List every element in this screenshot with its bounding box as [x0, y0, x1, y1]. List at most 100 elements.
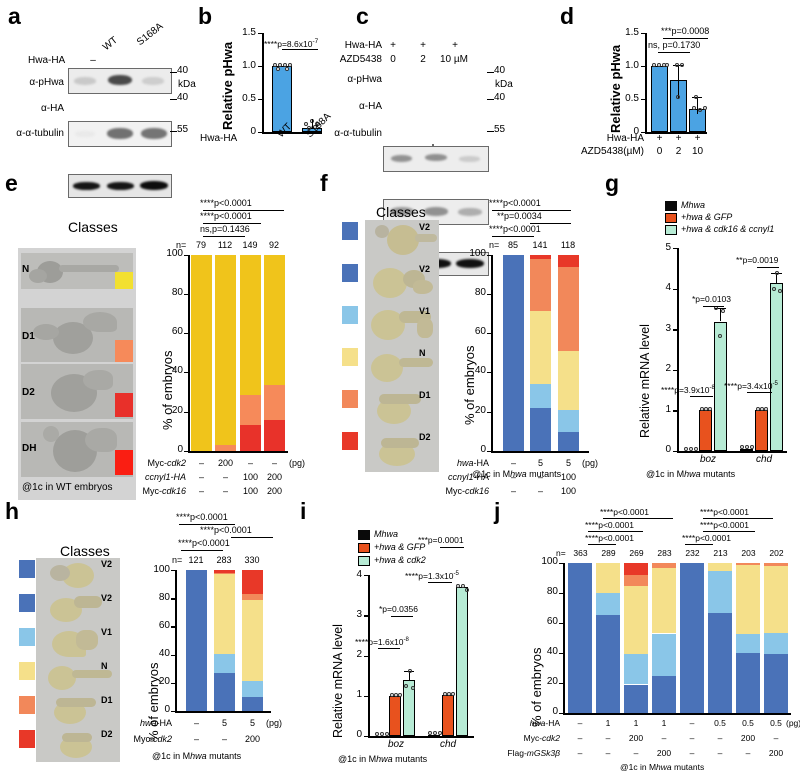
- panel-j-sig-right-bar-3: [685, 544, 713, 546]
- panel-g-legend-label-2: +hwa & GFP: [681, 212, 733, 222]
- panel-e-row-label-1: Myc-cdk2: [147, 458, 186, 468]
- panel-e-ytick-100: 100: [166, 248, 183, 259]
- panel-e-r3-v2: –: [222, 486, 228, 496]
- panel-b-x-axis: [262, 132, 322, 134]
- panel-a-label: a: [8, 3, 21, 29]
- panel-e-bar-4: [264, 255, 285, 451]
- panel-f-r2-v3: 100: [560, 472, 577, 482]
- panel-i-cat-boz: boz: [387, 739, 405, 750]
- panel-g-y-axis: [677, 248, 679, 451]
- panel-d-r2-v3: 10: [691, 146, 704, 157]
- panel-b-tick-2: [258, 66, 262, 68]
- panel-f-sig-3: ****p<0.0001: [489, 224, 541, 234]
- panel-f-unit: (pg): [582, 458, 599, 468]
- panel-i-ylabel: Relative mRNA level: [331, 624, 345, 738]
- panel-e-class-label-D2: D2: [22, 387, 35, 398]
- panel-i-bar-boz-mhwa: [375, 735, 387, 738]
- panel-i-legend-label-1: Mhwa: [374, 529, 399, 539]
- panel-b-ytick-0: 0: [250, 126, 256, 137]
- panel-i-ytick-2: 2: [356, 649, 362, 660]
- panel-f-class-color-3: [342, 306, 358, 324]
- panel-f-class-label-5: D1: [419, 390, 431, 400]
- panel-e-ylabel: % of embryos: [160, 350, 175, 430]
- panel-f-n-2: 141: [532, 240, 548, 250]
- panel-f-class-label-3: V1: [419, 306, 431, 316]
- panel-f-class-color-1: [342, 222, 358, 240]
- panel-j-bar-7: [736, 563, 760, 713]
- panel-f-class-label-4: N: [419, 348, 426, 358]
- panel-g-legend-label-1: Mhwa: [681, 200, 706, 210]
- panel-e-bar-2: [215, 255, 236, 451]
- panel-f-ytick-0: 0: [480, 444, 486, 455]
- panel-h-class-color-3: [19, 628, 35, 646]
- panel-g-ylabel: Relative mRNA level: [638, 324, 652, 438]
- panel-h-ytick-100: 100: [153, 564, 170, 575]
- panel-h-ytick-80: 80: [158, 592, 170, 603]
- panel-h-label: h: [5, 498, 20, 524]
- panel-e-embryo-D1: [21, 308, 133, 362]
- panel-a-mw-2: 40: [177, 92, 189, 103]
- panel-g-ytick-4: 4: [665, 282, 671, 293]
- panel-e-class-color-N: [115, 272, 133, 289]
- panel-c-mw-2: 40: [494, 92, 506, 103]
- panel-g-anno-1: ****p=3.9x10-8: [661, 384, 715, 395]
- panel-j-r2-v7: 200: [740, 733, 756, 743]
- panel-c-r2-v3: 10 µM: [440, 54, 468, 65]
- panel-j-ytick-40: 40: [546, 646, 558, 657]
- panel-c-tick-2: [487, 99, 494, 100]
- panel-e-r2-v4: 200: [266, 472, 283, 482]
- panel-h-n-3: 330: [244, 555, 260, 565]
- panel-h-class-label-1: V2: [101, 559, 113, 569]
- panel-b-bar-wt: [272, 66, 292, 132]
- panel-h-embryo-3: [36, 626, 120, 660]
- panel-h-embryo-5: [36, 694, 120, 728]
- panel-h-class-label-4: N: [101, 661, 108, 671]
- panel-c-mw-1: 40: [494, 65, 506, 76]
- panel-c-blot-label-2: α-HA: [358, 101, 382, 112]
- panel-e-n-1: 79: [195, 240, 206, 250]
- panel-f-embryo-4: [365, 346, 439, 388]
- panel-f-sig-2: **p=0.0034: [497, 211, 542, 221]
- panel-i-bar-chd-gfp: [442, 695, 454, 736]
- panel-d-r1-v3: +: [694, 133, 701, 144]
- panel-e-sig-3: ns,p=0.1436: [200, 224, 250, 234]
- panel-f-sig-bar-1: [492, 210, 571, 212]
- panel-i-anno-1: ****p=1.6x10-8: [355, 636, 409, 647]
- panel-d-ytick-3: 1.5: [625, 27, 639, 38]
- panel-e-embryo-N: [21, 253, 133, 289]
- panel-e-unit: (pg): [289, 458, 306, 468]
- panel-e-r3-v3: 100: [242, 486, 259, 496]
- panel-i-legend-label-3: +hwa & cdk2: [374, 555, 426, 565]
- panel-a-tick-3: [170, 131, 177, 132]
- panel-f-row-label-1: hwa-HA: [456, 458, 489, 468]
- panel-j-x-axis: [563, 713, 791, 715]
- panel-j-bar-2: [596, 563, 620, 713]
- panel-g-bar-chd-mhwa: [740, 448, 753, 451]
- panel-e-r3-v1: –: [198, 486, 204, 496]
- panel-b-xaxis-label: Hwa-HA: [200, 133, 238, 144]
- panel-d-ytick-2: 1.0: [625, 60, 639, 71]
- panel-e-r1-v3: –: [247, 458, 253, 468]
- panel-f-n-3: 118: [560, 240, 576, 250]
- panel-e-bar-3: [240, 255, 261, 451]
- panel-d-r1-v2: +: [675, 133, 682, 144]
- panel-b-sig-bar: [282, 49, 318, 51]
- panel-j-r2-v3: 200: [628, 733, 644, 743]
- panel-h-n-prefix: n=: [172, 555, 183, 565]
- panel-d-sig-bar-2: [658, 52, 690, 54]
- panel-j-r2-v5: –: [689, 733, 695, 743]
- panel-g-anno-bar-3: [747, 392, 772, 394]
- panel-j-sig-right-bar-2: [703, 531, 755, 533]
- panel-c-row-label-1: Hwa-HA: [344, 40, 382, 51]
- panel-j-unit: (pg): [786, 718, 800, 728]
- panel-j-ytick-20: 20: [546, 676, 558, 687]
- panel-h-r1-v2: 5: [221, 718, 227, 728]
- panel-f-class-label-2: V2: [419, 264, 431, 274]
- panel-c-r1-v1: +: [390, 40, 396, 51]
- panel-j-ytick-60: 60: [546, 616, 558, 627]
- panel-j-r1-v8: 0.5: [770, 718, 782, 728]
- panel-h-embryo-6: [36, 728, 120, 762]
- panel-e-bar-1: [191, 255, 212, 451]
- panel-i-ytick-3: 3: [356, 609, 362, 620]
- panel-e-r1-v4: –: [271, 458, 277, 468]
